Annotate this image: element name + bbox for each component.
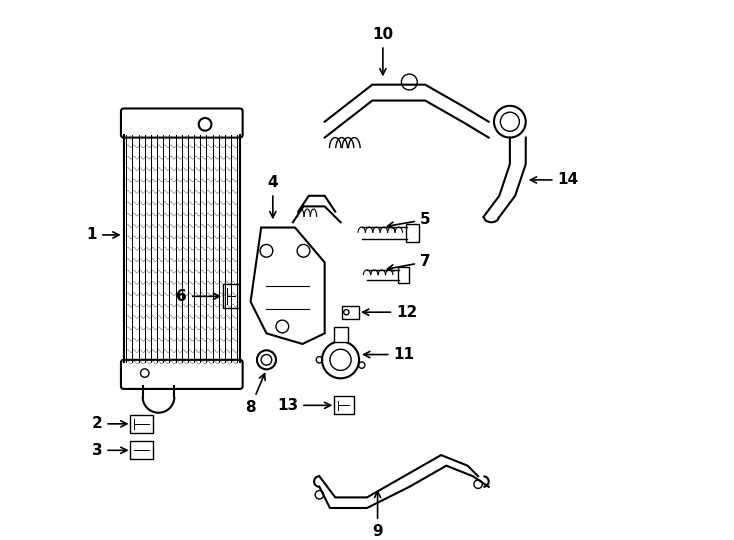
Circle shape — [474, 480, 482, 488]
Circle shape — [257, 350, 276, 369]
Text: 7: 7 — [388, 254, 431, 271]
FancyBboxPatch shape — [334, 327, 348, 342]
FancyBboxPatch shape — [121, 109, 243, 138]
Circle shape — [344, 309, 349, 315]
FancyBboxPatch shape — [342, 306, 359, 319]
FancyBboxPatch shape — [222, 284, 239, 308]
FancyBboxPatch shape — [121, 360, 243, 389]
Polygon shape — [250, 227, 324, 344]
Circle shape — [276, 320, 288, 333]
Text: 6: 6 — [176, 289, 219, 304]
Text: 13: 13 — [277, 398, 330, 413]
Circle shape — [140, 369, 149, 377]
FancyBboxPatch shape — [334, 396, 354, 414]
Circle shape — [401, 74, 417, 90]
Text: 4: 4 — [267, 176, 278, 218]
Circle shape — [330, 349, 351, 370]
Circle shape — [501, 112, 520, 131]
FancyBboxPatch shape — [398, 267, 410, 283]
Text: 1: 1 — [87, 227, 119, 242]
FancyBboxPatch shape — [406, 224, 419, 242]
Circle shape — [260, 245, 273, 257]
FancyBboxPatch shape — [130, 441, 153, 460]
Text: 12: 12 — [363, 305, 418, 320]
Text: 11: 11 — [364, 347, 415, 362]
Circle shape — [315, 490, 324, 499]
FancyBboxPatch shape — [130, 415, 153, 433]
Circle shape — [494, 106, 526, 138]
Text: 10: 10 — [372, 28, 393, 75]
Circle shape — [322, 341, 359, 379]
Text: 14: 14 — [531, 172, 578, 187]
Text: 3: 3 — [92, 443, 127, 458]
Circle shape — [297, 245, 310, 257]
Text: 9: 9 — [372, 491, 383, 539]
Text: 8: 8 — [245, 374, 265, 415]
Text: 2: 2 — [92, 416, 127, 431]
Circle shape — [261, 355, 272, 365]
Circle shape — [199, 118, 211, 131]
Text: 5: 5 — [388, 212, 431, 228]
